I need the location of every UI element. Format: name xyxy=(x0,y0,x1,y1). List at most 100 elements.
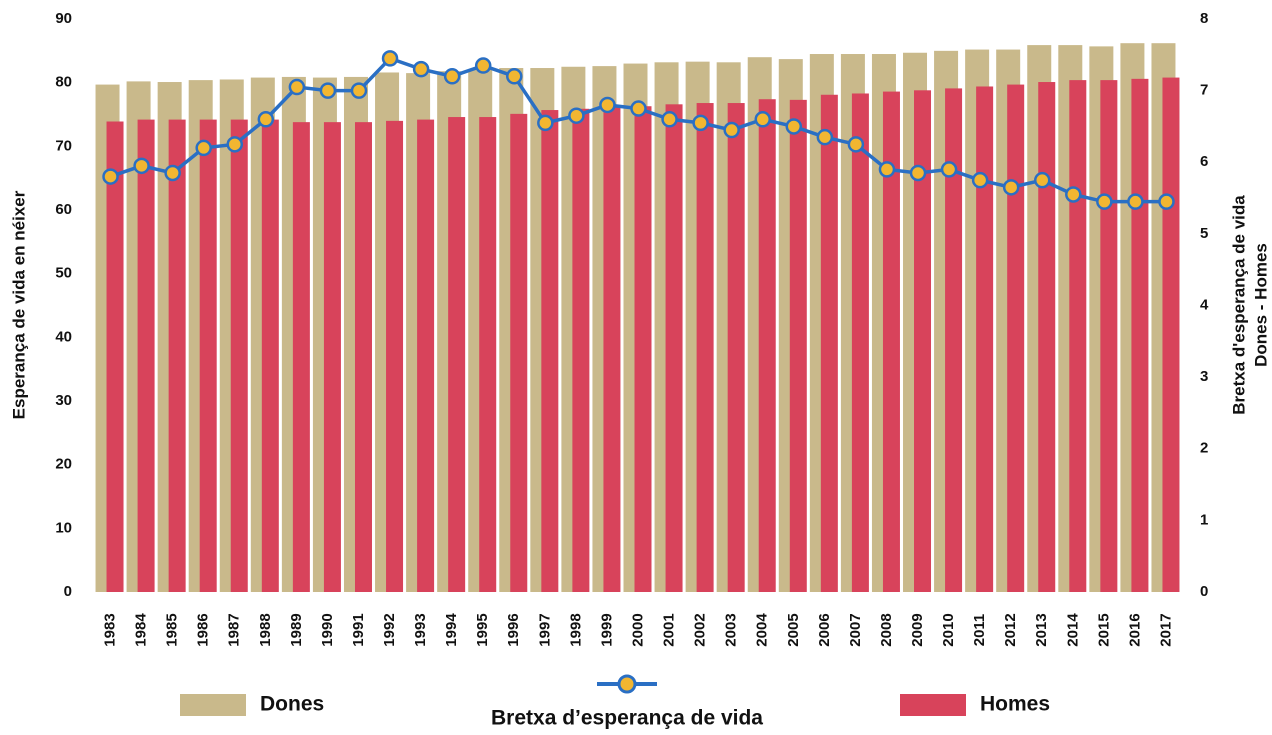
bar xyxy=(758,99,776,592)
line-marker xyxy=(350,82,368,99)
x-tick-label: 2017 xyxy=(1157,613,1174,646)
y-tick-label: 20 xyxy=(55,456,72,473)
x-tick-label: 2005 xyxy=(785,613,802,646)
line-marker xyxy=(568,107,585,124)
y-tick-label: 50 xyxy=(55,265,72,282)
x-tick-label: 1988 xyxy=(257,613,274,646)
y2-axis-title: Dones - Homes xyxy=(1251,243,1270,367)
x-tick-label: 1996 xyxy=(505,613,522,646)
bar xyxy=(976,86,994,592)
line-marker xyxy=(288,78,306,96)
x-tick-label: 1985 xyxy=(164,613,181,646)
bar xyxy=(820,94,838,592)
y2-tick-label: 7 xyxy=(1200,82,1208,99)
bar xyxy=(541,110,559,592)
x-tick-label: 1999 xyxy=(598,613,615,646)
line-marker xyxy=(1158,193,1175,210)
bar xyxy=(789,99,807,593)
bar xyxy=(168,119,186,593)
bar xyxy=(572,108,590,593)
y-tick-label: 0 xyxy=(64,583,72,600)
x-tick-label: 1989 xyxy=(288,613,305,646)
line-marker xyxy=(226,136,244,153)
x-tick-label: 2009 xyxy=(909,613,926,646)
y2-tick-label: 4 xyxy=(1200,296,1209,313)
line-marker xyxy=(1033,171,1051,189)
line-marker xyxy=(878,161,896,178)
line-marker xyxy=(412,60,430,78)
bar xyxy=(1100,80,1118,593)
line-marker xyxy=(692,114,709,132)
x-tick-label: 2002 xyxy=(692,613,709,646)
legend-label: Homes xyxy=(980,693,1050,716)
line-marker xyxy=(257,111,275,128)
bar xyxy=(417,119,435,593)
line-marker xyxy=(816,128,834,146)
bar xyxy=(199,119,217,593)
bar xyxy=(882,91,900,592)
x-tick-label: 1992 xyxy=(381,613,398,646)
x-tick-label: 1993 xyxy=(412,613,429,646)
y-tick-label: 30 xyxy=(55,392,72,409)
bar xyxy=(1131,78,1149,592)
bar xyxy=(1069,80,1087,593)
x-tick-label: 2010 xyxy=(940,613,957,646)
line-marker xyxy=(1002,179,1020,196)
y2-tick-label: 8 xyxy=(1200,10,1208,27)
x-tick-label: 2000 xyxy=(629,613,646,646)
x-tick-label: 1984 xyxy=(133,613,150,647)
line-marker xyxy=(506,68,523,85)
line-marker xyxy=(164,164,181,182)
line-marker xyxy=(195,139,212,157)
y2-tick-label: 6 xyxy=(1200,153,1208,170)
x-tick-label: 2003 xyxy=(723,613,740,646)
line-marker xyxy=(630,100,647,117)
x-tick-label: 2008 xyxy=(878,613,895,646)
line-marker xyxy=(754,111,771,128)
bar xyxy=(634,106,652,593)
bar xyxy=(914,90,932,592)
bar xyxy=(1038,82,1056,592)
line-marker xyxy=(1065,186,1082,203)
x-tick-label: 1995 xyxy=(474,613,491,646)
y2-tick-label: 0 xyxy=(1200,583,1208,600)
bar xyxy=(665,104,683,593)
x-tick-label: 2015 xyxy=(1095,613,1112,646)
bar xyxy=(261,119,279,593)
legend-label: Dones xyxy=(260,693,324,716)
bar xyxy=(510,113,528,592)
y2-tick-label: 2 xyxy=(1200,440,1208,457)
line-marker xyxy=(1127,193,1144,210)
x-tick-label: 2006 xyxy=(816,613,833,646)
y-tick-label: 60 xyxy=(55,201,72,218)
legend-label: Bretxa d’esperança de vida xyxy=(491,707,763,730)
legend-swatch xyxy=(900,694,966,716)
bar xyxy=(448,117,466,593)
y2-axis-title: Bretxa d'esperança de vida xyxy=(1229,195,1248,415)
line-marker xyxy=(723,121,740,139)
bar xyxy=(727,103,745,592)
line-marker xyxy=(971,171,989,189)
y-axis-title: Esperança de vida en néixer xyxy=(9,190,28,419)
line-marker xyxy=(474,57,492,74)
x-tick-label: 1994 xyxy=(443,613,460,647)
legend-swatch xyxy=(617,674,637,694)
line-marker xyxy=(133,157,150,175)
bar xyxy=(1007,84,1025,593)
line-marker xyxy=(909,164,927,182)
line-marker xyxy=(443,68,461,85)
line-marker xyxy=(381,50,399,67)
bar xyxy=(1162,77,1180,592)
x-tick-label: 2011 xyxy=(971,614,988,647)
bar xyxy=(696,103,714,592)
bar xyxy=(945,88,963,592)
line-marker xyxy=(537,114,554,132)
x-tick-label: 1983 xyxy=(101,613,118,646)
line-marker xyxy=(1096,193,1113,210)
x-tick-label: 1991 xyxy=(350,613,367,646)
x-tick-label: 1998 xyxy=(567,613,584,646)
x-tick-label: 2004 xyxy=(754,613,771,647)
x-tick-label: 2001 xyxy=(661,613,678,646)
x-tick-label: 1986 xyxy=(195,613,212,646)
